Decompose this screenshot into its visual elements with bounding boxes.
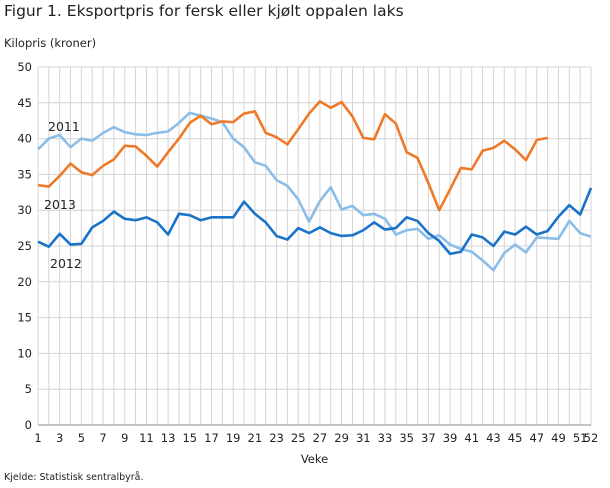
series-label-2011: 2011	[48, 119, 80, 134]
x-tick-label: 13	[161, 431, 176, 445]
x-tick-label: 17	[204, 431, 219, 445]
series-label-2013: 2013	[44, 197, 76, 212]
series-line-2013	[37, 100, 548, 212]
x-tick-label: 7	[99, 431, 106, 445]
source-note: Kjelde: Statistisk sentralbyrå.	[4, 472, 144, 483]
y-tick-label: 30	[17, 203, 32, 217]
x-tick-label: 33	[378, 431, 393, 445]
y-tick-label: 50	[17, 60, 32, 74]
x-tick-label: 3	[56, 431, 63, 445]
x-tick-label: 51	[573, 431, 588, 445]
x-tick-label: 35	[399, 431, 414, 445]
x-tick-label: 31	[356, 431, 371, 445]
x-tick-label: 1	[34, 431, 41, 445]
x-tick-label: 45	[508, 431, 523, 445]
series-line-2012	[37, 187, 593, 256]
x-tick-label: 25	[291, 431, 306, 445]
y-tick-label: 35	[17, 167, 32, 181]
x-tick-label: 29	[334, 431, 349, 445]
x-tick-label: 39	[443, 431, 458, 445]
x-tick-label: 43	[486, 431, 501, 445]
y-tick-label: 20	[17, 275, 32, 289]
x-tick-label: 47	[529, 431, 544, 445]
chart-title: Figur 1. Eksportpris for fersk eller kjø…	[4, 2, 404, 20]
x-tick-label: 15	[182, 431, 197, 445]
x-tick-label: 19	[226, 431, 241, 445]
y-tick-label: 45	[17, 96, 32, 110]
series-label-2012: 2012	[50, 256, 82, 271]
x-tick-label: 49	[551, 431, 566, 445]
x-tick-label: 52	[584, 431, 599, 445]
x-tick-label: 21	[248, 431, 263, 445]
x-tick-label: 11	[139, 431, 154, 445]
y-tick-label: 25	[17, 239, 32, 253]
y-tick-label: 40	[17, 132, 32, 146]
x-tick-label: 37	[421, 431, 436, 445]
y-tick-label: 15	[17, 311, 32, 325]
x-tick-label: 41	[464, 431, 479, 445]
series-line-2011	[37, 111, 592, 272]
x-tick-label: 9	[121, 431, 128, 445]
x-tick-label: 27	[313, 431, 328, 445]
x-tick-label: 5	[78, 431, 85, 445]
y-tick-label: 5	[25, 382, 32, 396]
y-axis-label: Kilopris (kroner)	[4, 36, 97, 50]
y-tick-label: 0	[25, 418, 32, 432]
y-tick-label: 10	[17, 346, 32, 360]
x-axis-label: Veke	[301, 452, 328, 466]
x-tick-label: 23	[269, 431, 284, 445]
